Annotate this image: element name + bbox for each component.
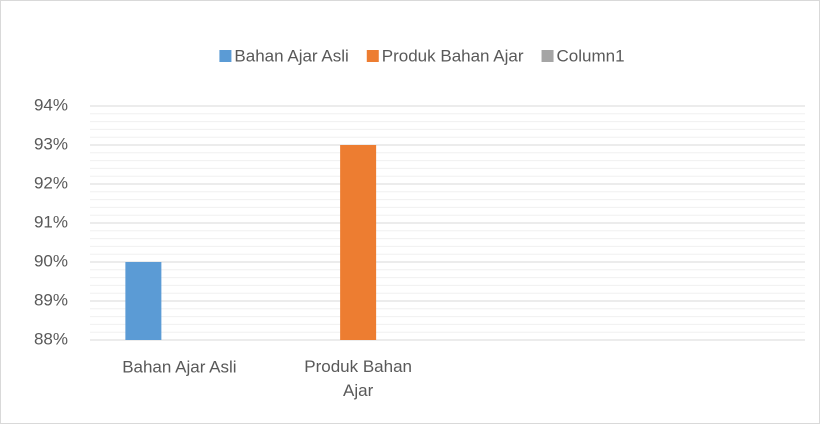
legend-label: Produk Bahan Ajar <box>382 46 524 65</box>
legend-label: Column1 <box>557 46 625 65</box>
x-tick-label-line: Ajar <box>343 381 374 400</box>
x-tick-label-line: Produk Bahan <box>304 357 412 376</box>
legend-swatch <box>219 50 232 62</box>
bar <box>340 145 377 340</box>
legend-swatch <box>366 50 379 62</box>
y-tick-label: 93% <box>34 134 68 153</box>
x-tick-label: Bahan Ajar Asli <box>122 357 236 376</box>
legend-label: Bahan Ajar Asli <box>234 46 348 65</box>
y-tick-label: 90% <box>34 251 68 270</box>
y-tick-label: 91% <box>34 212 68 231</box>
y-tick-label: 94% <box>34 95 68 114</box>
y-tick-label: 89% <box>34 290 68 309</box>
y-tick-label: 88% <box>34 329 68 348</box>
x-tick-label: Produk Bahan Ajar <box>304 357 412 400</box>
legend-swatch <box>541 50 554 62</box>
bar <box>125 262 162 340</box>
y-tick-label: 92% <box>34 173 68 192</box>
